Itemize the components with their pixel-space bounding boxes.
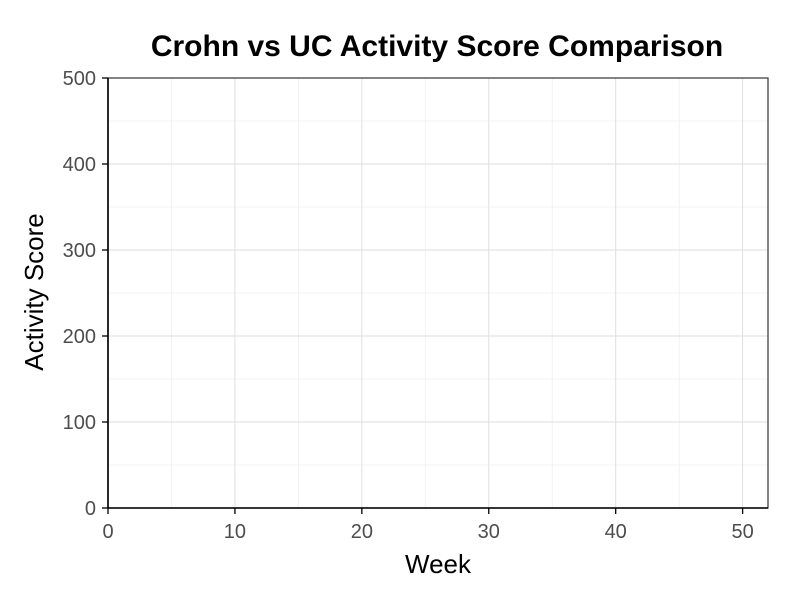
x-tick-label: 20 xyxy=(351,521,373,543)
x-tick-label: 40 xyxy=(605,521,627,543)
y-tick-label: 400 xyxy=(63,154,96,176)
y-tick-label: 300 xyxy=(63,240,96,262)
y-axis-ticks: 0 100 200 300 400 500 xyxy=(63,68,108,520)
x-axis-label: Week xyxy=(405,549,472,579)
minor-gridlines xyxy=(108,78,768,508)
y-tick-label: 200 xyxy=(63,326,96,348)
x-tick-label: 10 xyxy=(224,521,246,543)
x-tick-label: 0 xyxy=(102,521,113,543)
y-tick-label: 100 xyxy=(63,412,96,434)
chart-title: Crohn vs UC Activity Score Comparison xyxy=(151,30,723,63)
y-axis-label: Activity Score xyxy=(19,213,49,371)
y-tick-label: 0 xyxy=(85,498,96,520)
x-axis-ticks: 0 10 20 30 40 50 xyxy=(102,508,754,543)
y-tick-label: 500 xyxy=(63,68,96,90)
x-tick-label: 50 xyxy=(731,521,753,543)
x-tick-label: 30 xyxy=(478,521,500,543)
